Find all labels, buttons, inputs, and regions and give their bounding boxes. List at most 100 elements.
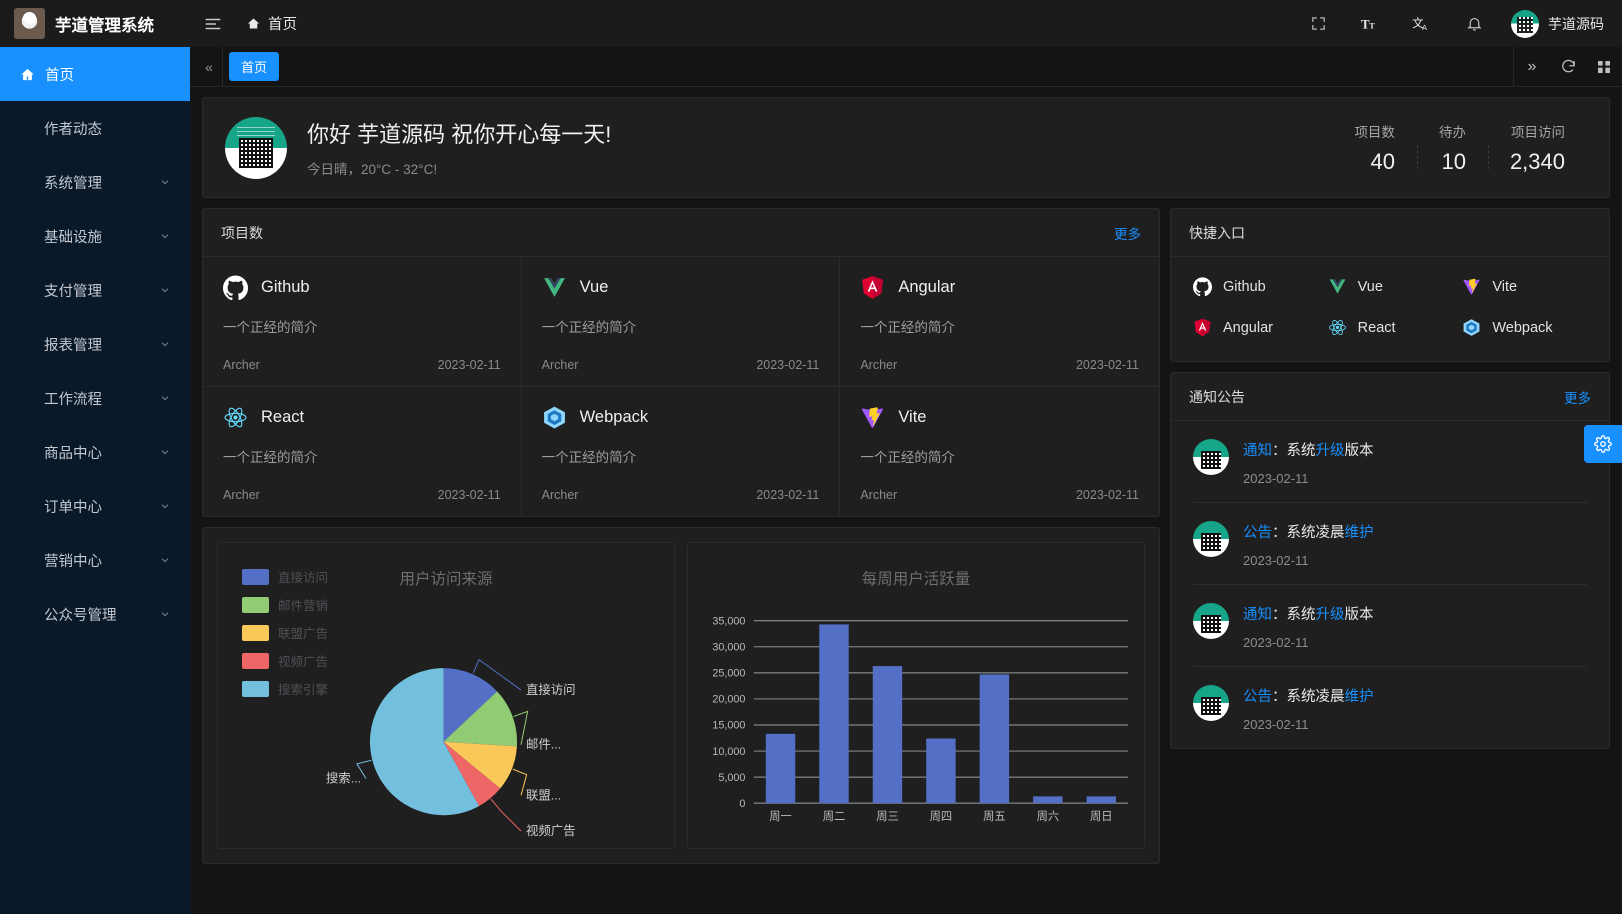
project-card-vite[interactable]: Vite 一个正经的简介 Archer 2023-02-11 [840, 387, 1159, 516]
sidebar-item-label: 订单中心 [44, 499, 102, 516]
project-card-github[interactable]: Github 一个正经的简介 Archer 2023-02-11 [203, 257, 522, 387]
double-chevron-left-icon[interactable]: « [205, 58, 213, 75]
page-content: 你好 芋道源码 祝你开心每一天! 今日晴，20°C - 32°C! 项目数 40… [190, 87, 1622, 914]
sidebar: 芋道管理系统 首页 作者动态 系统管理 基础设施 支付管理 [0, 0, 190, 914]
tab-home[interactable]: 首页 [229, 52, 280, 81]
react-icon [1328, 318, 1347, 337]
grid-layout-icon[interactable] [1586, 47, 1622, 87]
notice-prefix: 通知 [1243, 607, 1272, 623]
pie-slice[interactable] [443, 691, 518, 747]
notices-header: 通知公告 更多 [1171, 373, 1609, 421]
quick-entry-angular[interactable]: Angular [1193, 318, 1318, 337]
projects-panel-header: 项目数 更多 [203, 209, 1159, 257]
sidebar-item-home[interactable]: 首页 [0, 47, 190, 101]
legend-swatch [242, 568, 269, 585]
notice-item[interactable]: 公告：系统凌晨维护 2023-02-11 [1193, 503, 1587, 585]
projects-more-link[interactable]: 更多 [1114, 226, 1141, 242]
breadcrumb-home-label: 首页 [268, 17, 297, 33]
bell-icon[interactable] [1459, 9, 1489, 39]
chevron-down-icon [161, 612, 169, 617]
legend-item[interactable]: 搜索引擎 [242, 679, 328, 698]
bar[interactable] [765, 733, 796, 804]
notice-title: 通知：系统升级版本 [1243, 603, 1587, 624]
quick-entry-github[interactable]: Github [1193, 277, 1318, 296]
top-header-right: T T 文 A 芋道源码 [1303, 9, 1608, 39]
sidebar-item-label: 作者动态 [44, 121, 102, 138]
bar[interactable] [872, 666, 903, 804]
project-desc: 一个正经的简介 [541, 450, 637, 465]
settings-drawer-handle[interactable] [1584, 425, 1622, 463]
sidebar-item-author-news[interactable]: 作者动态 [0, 101, 190, 155]
sidebar-item-workflow[interactable]: 工作流程 [0, 371, 190, 425]
greeting-text: 你好 芋道源码 祝你开心每一天! 今日晴，20°C - 32°C! [307, 117, 1332, 178]
quick-entry-title: 快捷入口 [1189, 224, 1245, 241]
bar[interactable] [926, 738, 956, 804]
menu-fold-icon[interactable] [198, 9, 228, 39]
pie-chart-title: 用户访问来源 [399, 571, 493, 588]
notice-sep: ：系统 [1272, 607, 1316, 623]
pie-slice[interactable] [369, 668, 479, 816]
legend-item[interactable]: 邮件营销 [242, 595, 328, 614]
project-author: Archer [541, 488, 579, 502]
pie-slice[interactable] [443, 741, 517, 789]
sidebar-item-report-management[interactable]: 报表管理 [0, 317, 190, 371]
bar[interactable] [1086, 796, 1116, 804]
refresh-icon[interactable] [1550, 47, 1586, 87]
translate-icon[interactable]: 文 A [1407, 9, 1437, 39]
charts-panel: 用户访问来源 直接访问 邮件营销 [202, 527, 1160, 864]
sidebar-item-order-center[interactable]: 订单中心 [0, 479, 190, 533]
sidebar-item-label: 报表管理 [44, 337, 102, 354]
font-size-icon[interactable]: T T [1355, 9, 1385, 39]
quick-entry-label: Angular [1223, 319, 1273, 336]
project-desc: 一个正经的简介 [541, 320, 637, 335]
fullscreen-icon[interactable] [1303, 9, 1333, 39]
bar[interactable] [819, 624, 849, 804]
quick-entry-label: Vue [1357, 278, 1383, 295]
legend-item[interactable]: 联盟广告 [242, 623, 328, 642]
project-card-webpack[interactable]: Webpack 一个正经的简介 Archer 2023-02-11 [522, 387, 841, 516]
breadcrumb-home[interactable]: 首页 [246, 13, 297, 34]
pie-slice[interactable] [443, 668, 498, 742]
notice-highlight: 升级 [1315, 607, 1345, 623]
project-date: 2023-02-11 [756, 488, 820, 502]
notice-item[interactable]: 通知：系统升级版本 2023-02-11 [1193, 421, 1587, 503]
bar[interactable] [979, 674, 1010, 804]
greeting-stats: 项目数 40 待办 10 项目访问 2,340 [1332, 121, 1587, 175]
notice-item[interactable]: 通知：系统升级版本 2023-02-11 [1193, 585, 1587, 667]
notice-highlight: 升级 [1315, 443, 1345, 459]
user-menu[interactable]: 芋道源码 [1511, 9, 1604, 38]
double-chevron-right-icon[interactable]: » [1527, 57, 1537, 75]
project-desc: 一个正经的简介 [223, 450, 318, 465]
quick-entry-react[interactable]: React [1328, 318, 1453, 337]
sidebar-item-product-center[interactable]: 商品中心 [0, 425, 190, 479]
sidebar-item-payment-management[interactable]: 支付管理 [0, 263, 190, 317]
pie-leader-line [472, 658, 522, 691]
project-card-vue[interactable]: Vue 一个正经的简介 Archer 2023-02-11 [521, 257, 841, 387]
main-area: 首页 T T 文 A [190, 0, 1622, 914]
notices-more-link[interactable]: 更多 [1564, 390, 1591, 406]
right-column: 快捷入口 Github [1170, 208, 1610, 864]
quick-entry-vue[interactable]: Vue [1328, 277, 1453, 296]
sidebar-item-marketing-center[interactable]: 营销中心 [0, 533, 190, 587]
sidebar-item-label: 公众号管理 [44, 607, 117, 624]
notice-date: 2023-02-11 [1243, 471, 1309, 486]
legend-item[interactable]: 直接访问 [242, 567, 328, 586]
chevron-down-icon [161, 450, 169, 455]
chevron-down-icon [161, 342, 169, 347]
sidebar-item-system-management[interactable]: 系统管理 [0, 155, 190, 209]
sidebar-item-label: 商品中心 [44, 445, 102, 462]
project-card-angular[interactable]: Angular 一个正经的简介 Archer 2023-02-11 [840, 257, 1159, 387]
quick-entry-webpack[interactable]: Webpack [1462, 318, 1587, 337]
tabs-scroll-container[interactable]: 首页 [222, 46, 1514, 87]
quick-entry-vite[interactable]: Vite [1462, 277, 1587, 296]
bar[interactable] [1033, 796, 1063, 804]
sidebar-item-infrastructure[interactable]: 基础设施 [0, 209, 190, 263]
webpack-icon [542, 405, 567, 430]
project-date: 2023-02-11 [756, 358, 820, 372]
legend-item[interactable]: 视频广告 [242, 651, 328, 670]
sidebar-logo[interactable]: 芋道管理系统 [0, 0, 190, 47]
project-card-react[interactable]: React 一个正经的简介 Archer 2023-02-11 [203, 387, 522, 516]
sidebar-item-official-account-management[interactable]: 公众号管理 [0, 587, 190, 641]
pie-slice[interactable] [443, 741, 501, 807]
notice-item[interactable]: 公告：系统凌晨维护 2023-02-11 [1193, 667, 1587, 748]
